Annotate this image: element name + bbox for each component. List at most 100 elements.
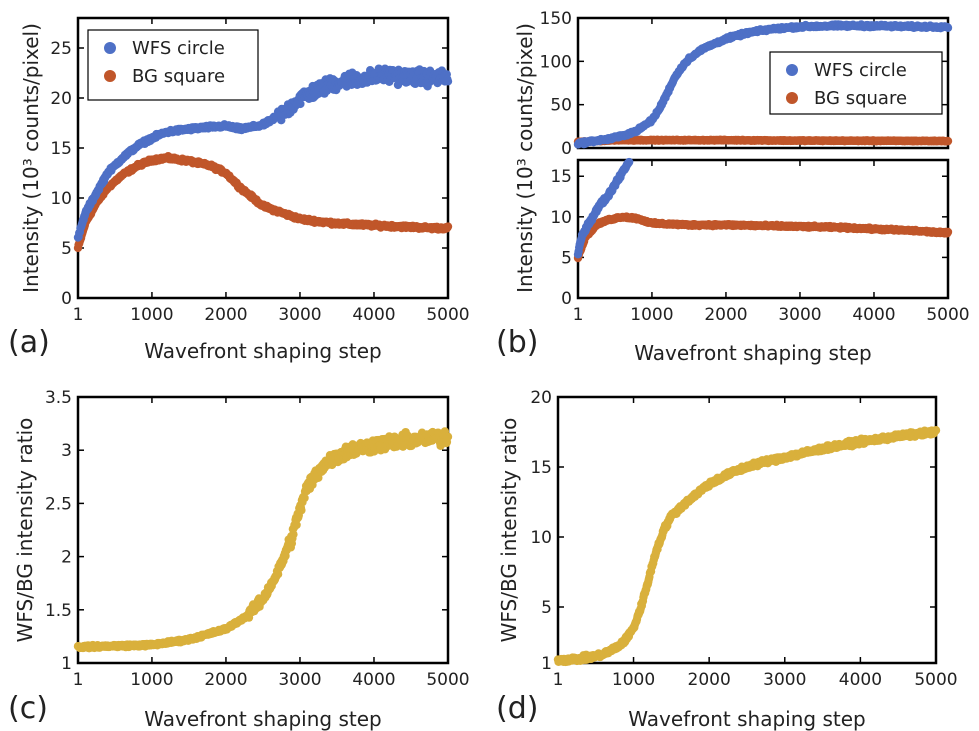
- panel-d-ytick-label: 10: [530, 528, 552, 548]
- panel-d-xtick-label: 2000: [688, 670, 731, 690]
- panel-b-label: (b): [496, 325, 538, 360]
- panel-d-ytick-label: 1: [541, 654, 552, 674]
- panel-a-legend-marker: [104, 70, 116, 82]
- panel-b-lower-ytick-label: 10: [550, 208, 572, 228]
- panel-a-label: (a): [8, 325, 50, 360]
- panel-a-ytick-label: 20: [50, 89, 72, 109]
- panel-a-ytick-label: 5: [61, 239, 72, 259]
- panel-a-ylabel: Intensity (10³ counts/pixel): [19, 23, 43, 293]
- panel-a-ytick-label: 10: [50, 189, 72, 209]
- panel-b-legend: WFS circle BG square: [769, 51, 943, 115]
- panel-c-ytick-label: 1.5: [45, 601, 72, 621]
- panel-c-xtick-label: 5000: [426, 670, 469, 690]
- panel-d-ytick-label: 5: [541, 598, 552, 618]
- panel-b-legend-entry: WFS circle: [814, 60, 907, 81]
- panel-a-legend-box: [87, 29, 259, 101]
- panel-a-xtick-label: 1000: [130, 305, 173, 325]
- panel-c-point: [297, 506, 306, 515]
- panel-a-xtick-label: 3000: [278, 305, 321, 325]
- panel-c-ytick-label: 1: [61, 654, 72, 674]
- panel-a-xtick-label: 4000: [352, 305, 395, 325]
- panel-d-xtick-label: 1000: [612, 670, 655, 690]
- panel-d-xlabel: Wavefront shaping step: [628, 707, 865, 731]
- panel-a-point: [443, 222, 453, 231]
- panel-c-series-ratio: [73, 427, 453, 653]
- panel-a-frame: [76, 16, 450, 300]
- panel-c-ytick-label: 3: [61, 441, 72, 461]
- panel-a-legend-entry: BG square: [132, 66, 225, 87]
- panel-c-xtick-label: 2000: [204, 670, 247, 690]
- panel-c-xtick-label: 3000: [278, 670, 321, 690]
- panel-b-legend-marker: [786, 64, 798, 76]
- panel-c-ytick-label: 2.5: [45, 494, 72, 514]
- panel-d-series-ratio: [553, 426, 941, 667]
- panel-b-lower-point: [624, 157, 634, 167]
- panel-d-xtick-label: 5000: [914, 670, 957, 690]
- panel-b-xlabel: Wavefront shaping step: [634, 341, 871, 365]
- panel-b-lower-axes: 0 5 10 15 1 1000 2000 3000 4000 5000: [550, 158, 970, 325]
- panel-d-ylabel: WFS/BG intensity ratio: [497, 418, 521, 643]
- panel-d-xtick-label: 1: [553, 670, 564, 690]
- panel-c-point: [289, 530, 298, 539]
- panel-d-frame: [556, 395, 938, 665]
- panel-b-upper-point: [943, 23, 953, 32]
- panel-b-upper-frame: [576, 16, 950, 150]
- panel-b-upper-axes: 0 50 100 150: [540, 9, 950, 159]
- panel-d-ytick-label: 20: [530, 388, 552, 408]
- panel-a-xtick-label: 5000: [426, 305, 469, 325]
- panel-a-series-bg: [73, 152, 453, 253]
- panel-d-xtick-label: 3000: [763, 670, 806, 690]
- panel-b-lower-xtick-label: 1: [573, 305, 584, 325]
- panel-c-xtick-label: 4000: [352, 670, 395, 690]
- panel-b-upper-ytick-label: 100: [540, 52, 572, 72]
- panel-a-point: [296, 99, 305, 109]
- panel-a-xlabel: Wavefront shaping step: [144, 339, 381, 363]
- panel-a-xtick-label: 2000: [204, 305, 247, 325]
- panel-c-label: (c): [8, 691, 48, 726]
- panel-a-point: [443, 77, 453, 86]
- panel-c-ytick-label: 3.5: [45, 388, 72, 408]
- panel-b-lower-ytick-label: 0: [561, 289, 572, 309]
- panel-b-legend-entry: BG square: [814, 88, 907, 109]
- panel-b-lower-ytick-label: 5: [561, 248, 572, 268]
- panel-a-legend: WFS circle BG square: [87, 29, 259, 101]
- panel-c-point: [443, 432, 453, 441]
- panel-a-legend-marker: [104, 42, 116, 54]
- panel-c-xlabel: Wavefront shaping step: [144, 707, 381, 731]
- panel-c-xtick-label: 1: [73, 670, 84, 690]
- panel-d-xtick-label: 4000: [839, 670, 882, 690]
- panel-d-ytick-label: 15: [530, 458, 552, 478]
- panel-a-ytick-label: 0: [61, 289, 72, 309]
- panel-b-upper-series-wfs: [573, 20, 953, 149]
- panel-a-legend-entry: WFS circle: [132, 38, 225, 59]
- panel-b-lower-xtick-label: 5000: [926, 305, 969, 325]
- panel-a-ytick-label: 15: [50, 139, 72, 159]
- panel-d-label: (d): [496, 691, 538, 726]
- panel-b-lower-series-wfs: [573, 157, 634, 259]
- panel-b-lower-xtick-label: 3000: [778, 305, 821, 325]
- panel-b-ylabel: Intensity (10³ counts/pixel): [513, 23, 537, 293]
- panel-b-legend-marker: [786, 92, 798, 104]
- panel-b-lower-series-bg: [573, 212, 953, 263]
- panel-b-upper-ytick-label: 0: [561, 139, 572, 159]
- panel-b-lower-xtick-label: 2000: [704, 305, 747, 325]
- panel-d-point: [931, 426, 941, 435]
- panel-b-upper-point: [943, 136, 953, 146]
- panel-a-axes: 0 5 10 15 20 25 1 1000 2000 3000 4000 5000: [50, 16, 470, 325]
- panel-c-frame: [76, 395, 450, 665]
- panel-a-series-wfs: [73, 64, 453, 242]
- panel-b-lower-xtick-label: 4000: [852, 305, 895, 325]
- panel-c-xtick-label: 1000: [130, 670, 173, 690]
- panel-a-xtick-label: 1: [73, 305, 84, 325]
- panel-c-ylabel: WFS/BG intensity ratio: [13, 418, 37, 643]
- panel-b-lower-xtick-label: 1000: [630, 305, 673, 325]
- panel-c-axes: 1 1.5 2 2.5 3 3.5 1 1000 2000 3000 4000 5000: [45, 388, 470, 690]
- panel-b-upper-ytick-label: 150: [540, 9, 572, 29]
- panel-b-lower-ytick-label: 15: [550, 167, 572, 187]
- panel-c-ytick-label: 2: [61, 548, 72, 568]
- panel-b-legend-box: [769, 51, 943, 115]
- panel-b-lower-point: [943, 227, 953, 237]
- panel-c-point: [292, 520, 301, 530]
